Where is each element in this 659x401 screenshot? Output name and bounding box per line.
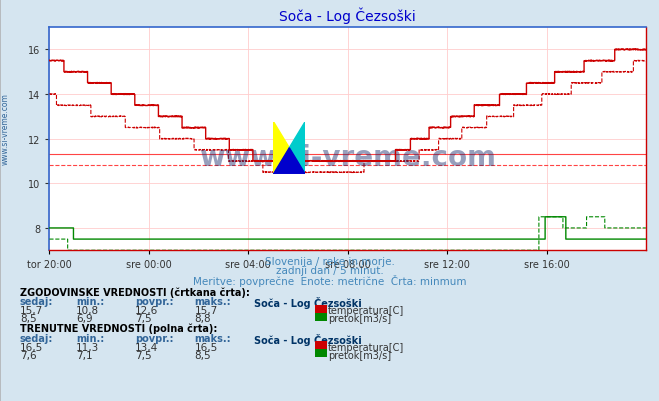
Text: 7,6: 7,6 (20, 350, 36, 360)
Polygon shape (289, 122, 305, 174)
Text: 8,5: 8,5 (20, 314, 36, 324)
Text: 8,8: 8,8 (194, 314, 211, 324)
Text: povpr.:: povpr.: (135, 333, 173, 343)
Text: 13,4: 13,4 (135, 342, 158, 352)
Text: 15,7: 15,7 (20, 306, 43, 316)
Text: pretok[m3/s]: pretok[m3/s] (328, 350, 391, 360)
Text: 8,5: 8,5 (194, 350, 211, 360)
Text: pretok[m3/s]: pretok[m3/s] (328, 314, 391, 324)
Text: sedaj:: sedaj: (20, 333, 53, 343)
Text: 7,5: 7,5 (135, 350, 152, 360)
Text: temperatura[C]: temperatura[C] (328, 342, 405, 352)
Text: 15,7: 15,7 (194, 306, 217, 316)
Text: Soča - Log Čezsoški: Soča - Log Čezsoški (254, 333, 362, 345)
Text: 12,6: 12,6 (135, 306, 158, 316)
Text: min.:: min.: (76, 297, 104, 307)
Text: maks.:: maks.: (194, 333, 231, 343)
Polygon shape (273, 122, 289, 174)
Title: Soča - Log Čezsoški: Soča - Log Čezsoški (279, 8, 416, 24)
Text: maks.:: maks.: (194, 297, 231, 307)
Text: 16,5: 16,5 (20, 342, 43, 352)
Text: www.si-vreme.com: www.si-vreme.com (1, 93, 10, 164)
Text: www.si-vreme.com: www.si-vreme.com (199, 143, 496, 171)
Polygon shape (273, 148, 305, 174)
Text: sedaj:: sedaj: (20, 297, 53, 307)
Text: povpr.:: povpr.: (135, 297, 173, 307)
Text: temperatura[C]: temperatura[C] (328, 306, 405, 316)
Text: 16,5: 16,5 (194, 342, 217, 352)
Text: Slovenija / reke in morje.: Slovenija / reke in morje. (264, 257, 395, 267)
Text: TRENUTNE VREDNOSTI (polna črta):: TRENUTNE VREDNOSTI (polna črta): (20, 322, 217, 333)
Text: 10,8: 10,8 (76, 306, 99, 316)
Text: min.:: min.: (76, 333, 104, 343)
Text: Meritve: povprečne  Enote: metrične  Črta: minmum: Meritve: povprečne Enote: metrične Črta:… (192, 274, 467, 286)
Text: 11,3: 11,3 (76, 342, 99, 352)
Text: 7,1: 7,1 (76, 350, 92, 360)
Text: ZGODOVINSKE VREDNOSTI (črtkana črta):: ZGODOVINSKE VREDNOSTI (črtkana črta): (20, 286, 250, 297)
Text: Soča - Log Čezsoški: Soča - Log Čezsoški (254, 297, 362, 309)
Text: 7,5: 7,5 (135, 314, 152, 324)
Text: zadnji dan / 5 minut.: zadnji dan / 5 minut. (275, 265, 384, 275)
Text: 6,9: 6,9 (76, 314, 92, 324)
